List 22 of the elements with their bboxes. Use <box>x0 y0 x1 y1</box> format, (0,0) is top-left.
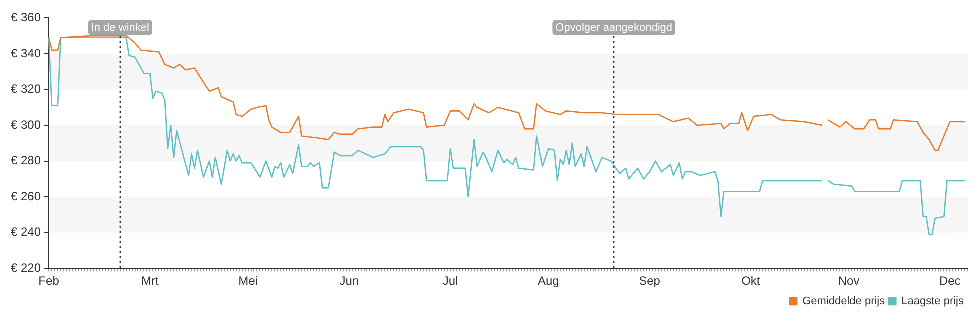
x-tick-label: Aug <box>538 274 560 288</box>
x-tick-label: Mrt <box>141 274 160 288</box>
y-tick-label: € 360 <box>11 10 42 25</box>
x-tick-label: Jul <box>442 274 458 288</box>
annotation: In de winkel <box>91 22 150 34</box>
legend-label: Laagste prijs <box>902 296 964 308</box>
x-tick-label: Dec <box>939 274 961 288</box>
x-tick-label: Nov <box>838 274 860 288</box>
y-tick-label: € 320 <box>11 82 42 96</box>
y-tick-label: € 340 <box>11 46 42 60</box>
y-tick-label: € 280 <box>11 154 42 168</box>
annotation: Opvolger aangekondigd <box>556 22 672 34</box>
y-tick-label: € 220 <box>11 260 42 275</box>
x-tick-label: Okt <box>742 274 761 288</box>
x-tick-label: Jun <box>340 274 360 288</box>
y-tick-label: € 240 <box>11 225 42 240</box>
legend-label: Gemiddelde prijs <box>802 296 886 308</box>
y-tick-label: € 300 <box>11 118 42 132</box>
x-tick-label: Mei <box>238 274 258 288</box>
x-tick-label: Feb <box>38 274 60 288</box>
y-tick-label: € 260 <box>11 189 42 204</box>
x-tick-label: Sep <box>639 274 661 288</box>
